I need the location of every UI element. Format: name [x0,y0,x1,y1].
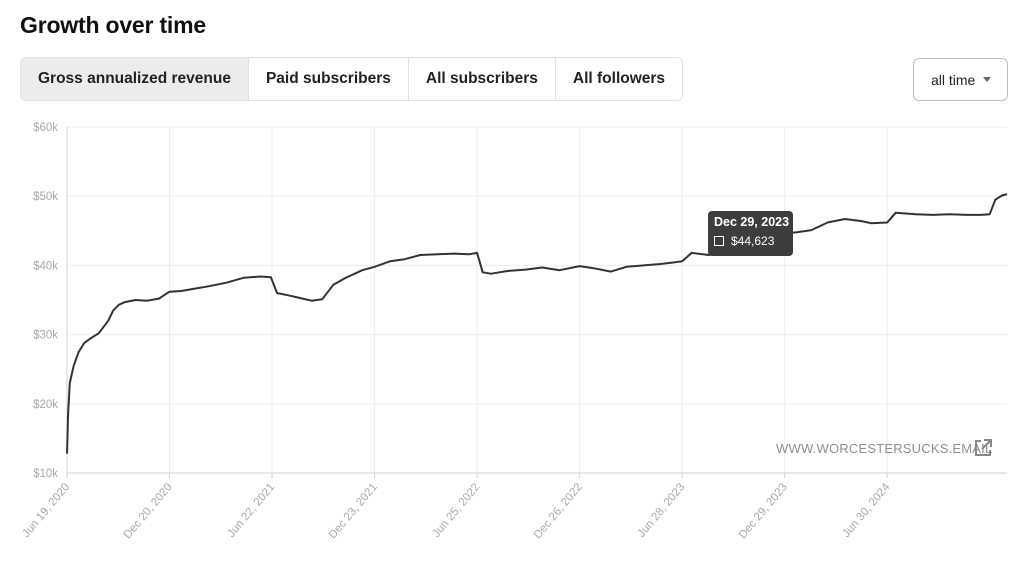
chart-tooltip: Dec 29, 2023 $44,623 [708,211,793,256]
y-tick-label: $60k [33,122,58,134]
x-tick-label: Jun 25, 2022 [430,481,482,540]
x-tick-label: Jun 28, 2023 [636,481,688,540]
chart-grid [66,126,1007,474]
y-tick-label: $40k [33,260,58,272]
x-tick-label: Dec 23, 2021 [327,481,380,541]
revenue-line [66,193,1008,454]
tooltip-date: Dec 29, 2023 [714,215,790,229]
x-tick-label: Jun 22, 2021 [225,481,277,540]
tooltip-value: $44,623 [731,234,775,248]
x-tick-label: Jun 19, 2020 [20,481,72,540]
x-tick-label: Dec 29, 2023 [737,481,790,541]
series-swatch-icon [714,236,724,246]
watermark-text: WWW.WORCESTERSUCKS.EMAIL [776,441,993,456]
chart-axes [66,127,1007,478]
y-tick-label: $50k [33,191,58,203]
metric-tabs: Gross annualized revenue Paid subscriber… [20,57,684,101]
tooltip-row: $44,623 [714,234,793,248]
x-axis-ticks: Jun 19, 2020 Dec 20, 2020 Jun 22, 2021 Dec … [20,481,893,542]
y-tick-label: $20k [33,399,58,411]
external-link-icon[interactable] [972,437,994,459]
caret-down-icon [983,77,991,82]
y-axis-ticks: $10k $20k $30k $40k $50k $60k [33,122,58,480]
x-tick-label: Dec 20, 2020 [122,481,175,541]
y-tick-label: $10k [33,468,58,480]
page-title: Growth over time [20,12,206,38]
x-tick-label: Jun 30, 2024 [841,481,893,540]
tab-all-subscribers[interactable]: All subscribers [407,58,555,100]
x-tick-label: Dec 26, 2022 [532,481,585,541]
time-range-select[interactable]: all time [913,58,1008,101]
time-range-label: all time [931,71,976,88]
tab-all-followers[interactable]: All followers [554,58,683,100]
tab-paid-subscribers[interactable]: Paid subscribers [247,58,408,100]
tab-gross-annualized-revenue[interactable]: Gross annualized revenue [21,58,248,100]
y-tick-label: $30k [33,330,58,342]
